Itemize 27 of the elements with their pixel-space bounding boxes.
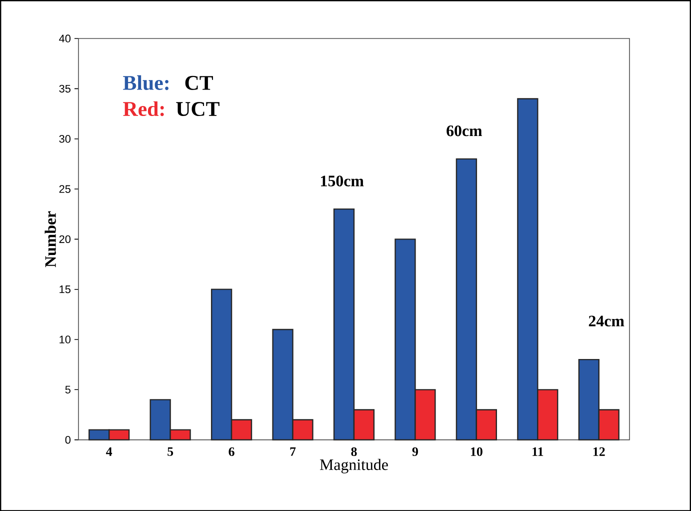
text: Blue: xyxy=(123,75,168,90)
x-tick-label: 9 xyxy=(412,447,418,456)
y-tick-label: 5 xyxy=(65,386,70,394)
y-tick-label: 10 xyxy=(60,336,71,344)
x-tick-label: 10 xyxy=(471,447,482,456)
x-tick-label: 5 xyxy=(168,447,174,456)
annotation: 150cm xyxy=(321,175,364,186)
x-tick-label: 12 xyxy=(593,447,605,456)
x-tick-label: 4 xyxy=(106,447,112,456)
annotation: 60cm xyxy=(446,125,482,136)
y-axis-title: Number xyxy=(44,211,56,268)
y-tick-label: 40 xyxy=(59,34,71,42)
text: Red: xyxy=(123,101,164,116)
annotation: UCT xyxy=(176,102,220,116)
y-tick-label: 15 xyxy=(60,285,70,294)
x-axis-title: Magnitude xyxy=(320,458,388,474)
annotation: CT xyxy=(185,76,213,90)
y-tick-label: 0 xyxy=(65,436,71,444)
x-tick-label: 6 xyxy=(228,447,234,456)
annotation: 24cm xyxy=(588,316,624,326)
x-tick-label: 8 xyxy=(351,447,357,456)
y-tick-label: 30 xyxy=(59,134,71,143)
y-tick-label: 25 xyxy=(59,185,70,193)
y-tick-label: 20 xyxy=(59,235,71,243)
y-tick-label: 35 xyxy=(59,84,70,92)
x-tick-label: 11 xyxy=(532,447,544,456)
x-tick-label: 7 xyxy=(290,447,296,456)
